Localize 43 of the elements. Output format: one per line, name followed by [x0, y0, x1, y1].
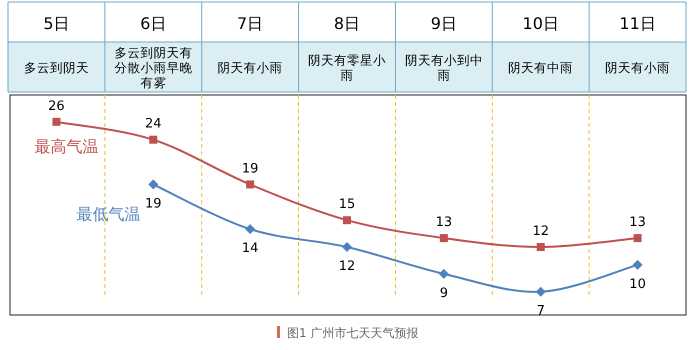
- text: 多云到阴天: [24, 60, 89, 75]
- text: 阴天有小雨: [218, 60, 283, 75]
- series-label: 最高气温: [34, 136, 98, 156]
- x-tick-label: 6日: [140, 14, 166, 33]
- point: [632, 260, 643, 270]
- text: 多云到阴天有分散小雨早晚有雾: [114, 45, 192, 90]
- x-tick-label: 5日: [43, 14, 70, 33]
- point: [536, 243, 545, 252]
- series-label: 最低气温: [76, 204, 140, 224]
- x-tick-label: 7日: [237, 14, 264, 33]
- point: [536, 286, 546, 297]
- point: [342, 242, 352, 252]
- point: [149, 136, 158, 144]
- point: [440, 234, 448, 242]
- text: 阴天有小雨: [605, 60, 670, 75]
- x-tick-label: 11日: [619, 14, 656, 33]
- point: [634, 234, 642, 242]
- x-tick-label: 10日: [522, 14, 559, 33]
- point: [245, 224, 256, 234]
- data-label: 19: [242, 161, 258, 176]
- text: 阴天有零星小雨: [308, 52, 386, 82]
- point: [246, 180, 254, 188]
- caption: 图1 广州市七天天气预报: [287, 326, 418, 340]
- text: 阴天有中雨: [508, 60, 574, 75]
- data-label: 14: [242, 241, 258, 256]
- data-label: 12: [338, 259, 356, 274]
- point: [438, 268, 449, 279]
- data-label: 10: [629, 276, 646, 292]
- data-label: 15: [338, 197, 356, 212]
- point: [148, 179, 158, 190]
- data-label: 13: [629, 215, 646, 230]
- point: [52, 118, 60, 126]
- point: [343, 216, 351, 224]
- data-label: 13: [436, 215, 452, 230]
- data-label: 7: [536, 304, 545, 319]
- data-label: 19: [145, 196, 162, 212]
- data-label: 24: [145, 116, 162, 132]
- text: 阴天有小到中雨: [404, 52, 483, 82]
- x-tick-label: 8日: [334, 14, 360, 33]
- data-label: 9: [440, 286, 448, 301]
- data-label: 12: [532, 224, 549, 240]
- x-tick-label: 9日: [430, 14, 457, 33]
- data-label: 26: [48, 98, 65, 114]
